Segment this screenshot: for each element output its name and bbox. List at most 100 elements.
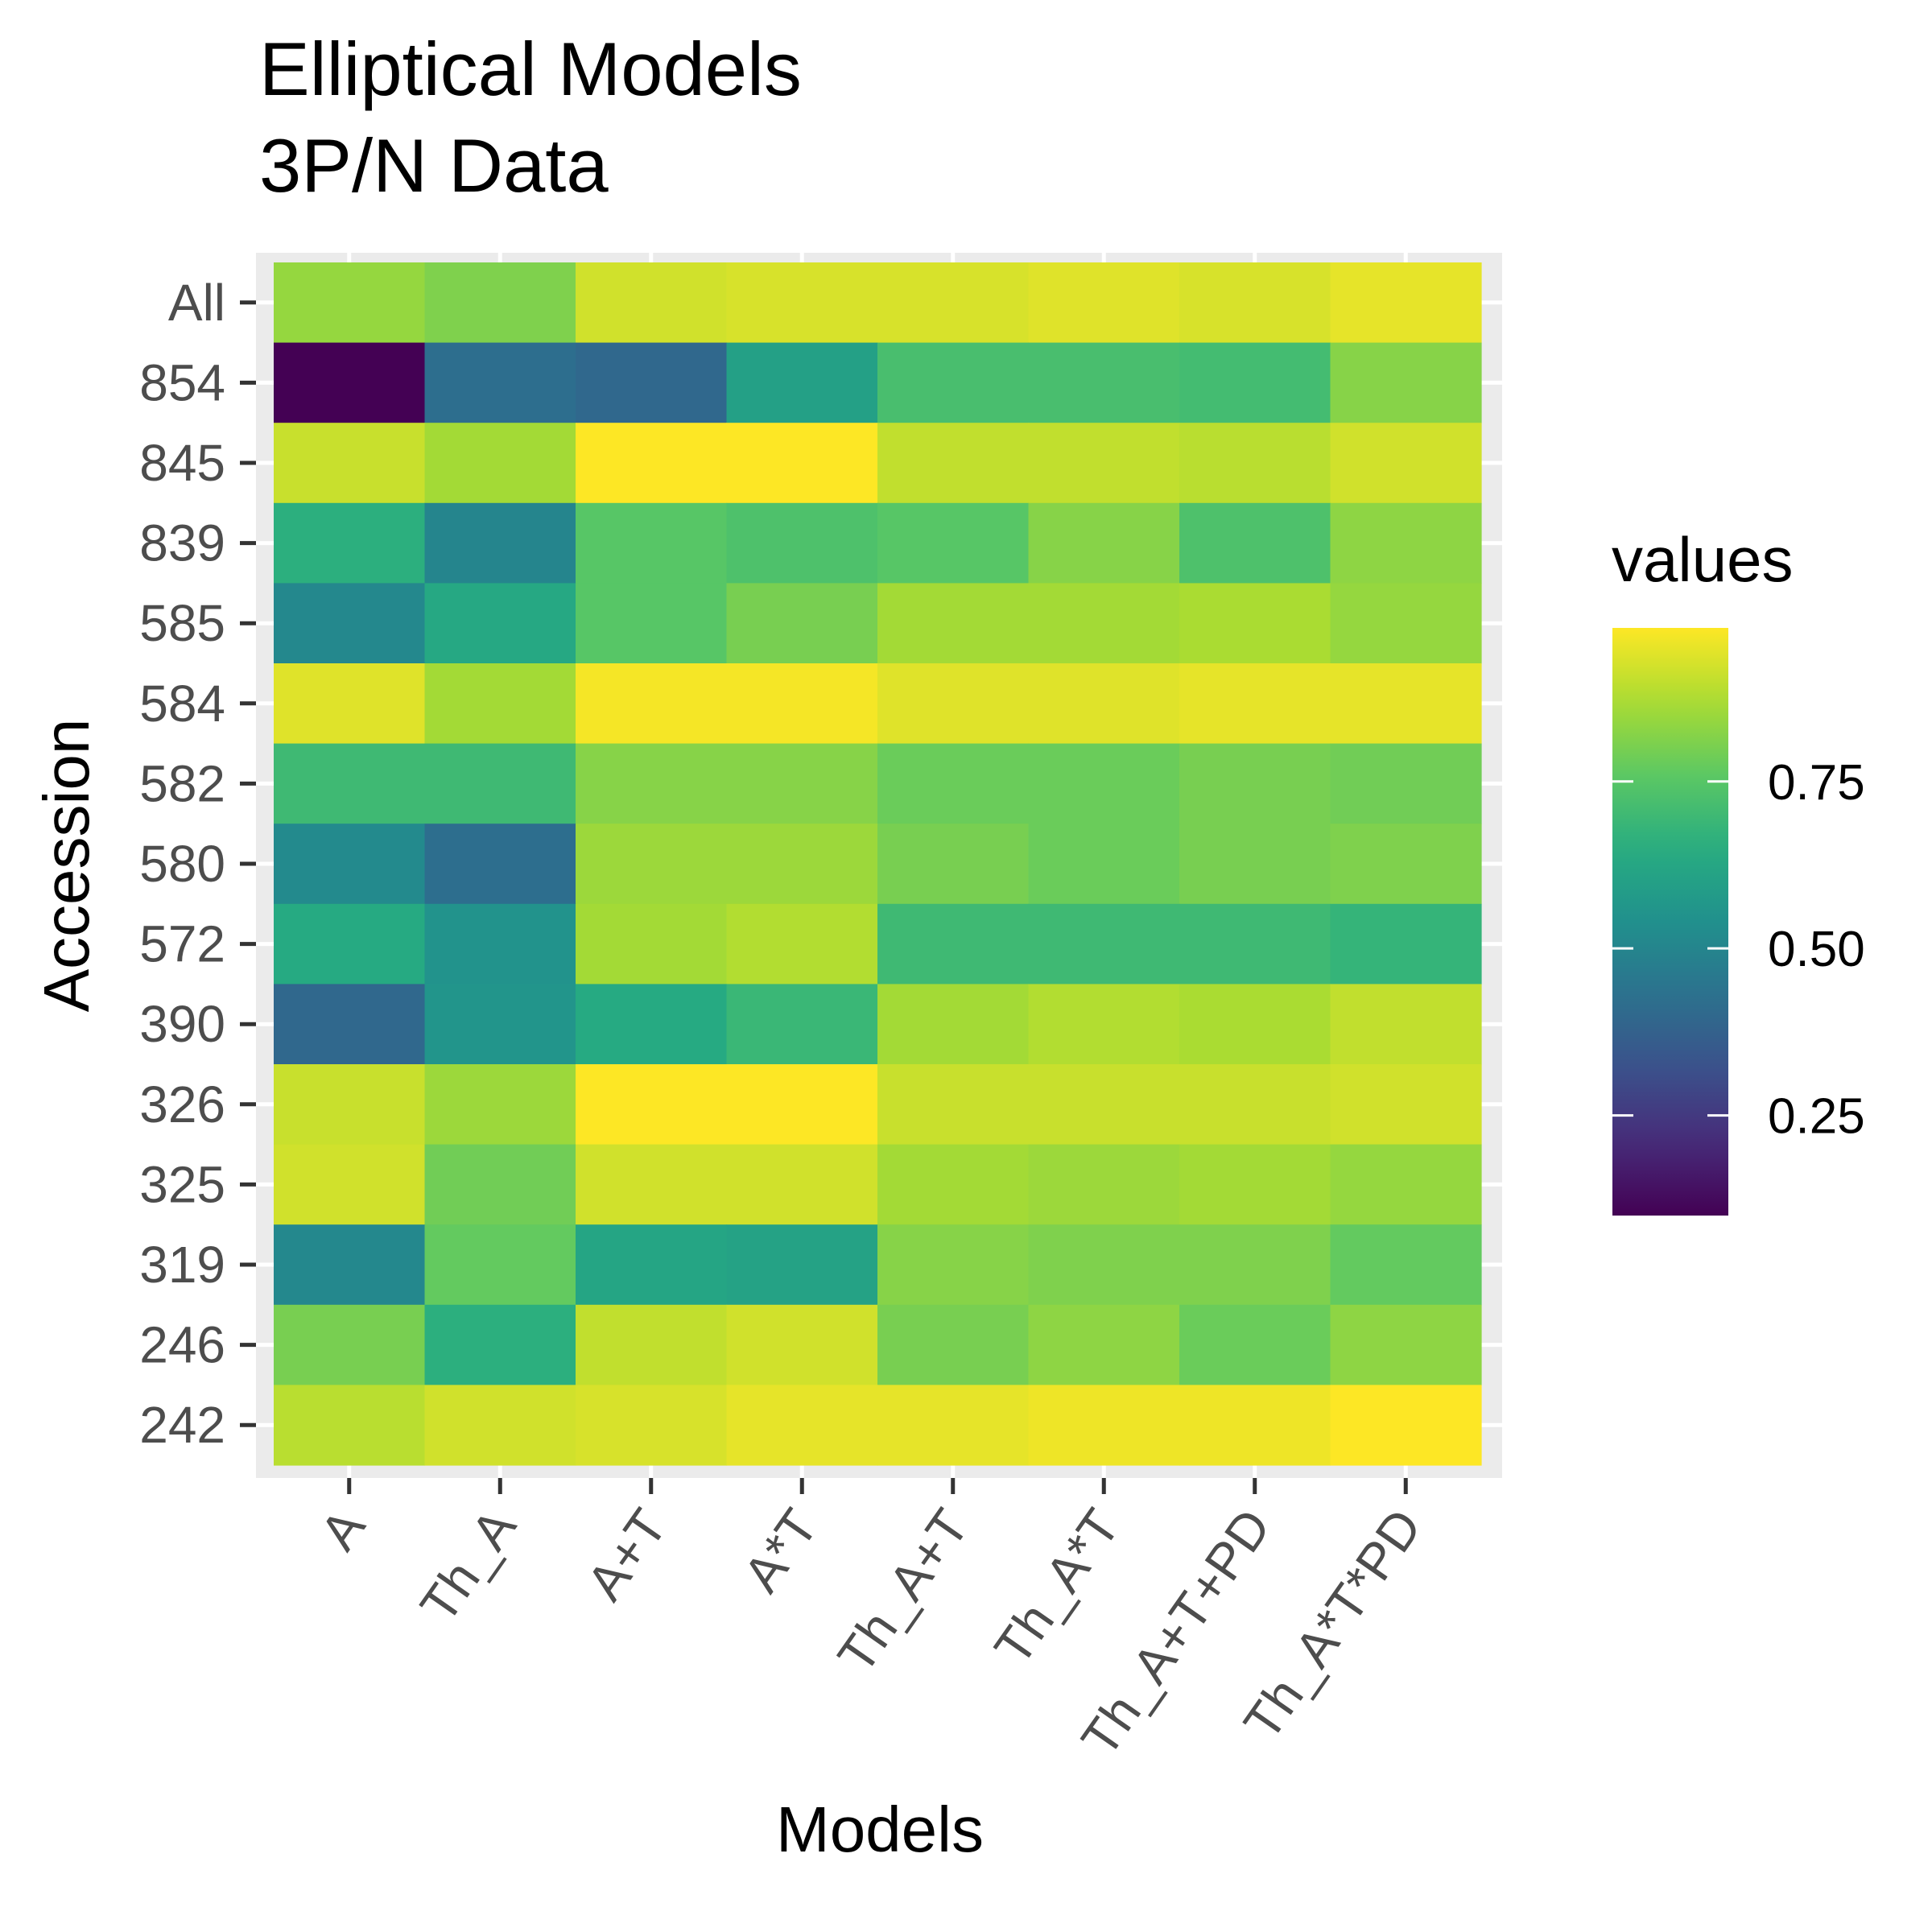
heatmap-cell: 326 / Th_A*T*PD: 0.92 [1330,1064,1482,1146]
heatmap-cell: 854 / Th_A+T+PD: 0.71 [1179,342,1331,423]
heatmap-cell: 326 / A+T: 0.98 [576,1064,728,1146]
heatmap-cell: 319 / A+T: 0.62 [576,1224,728,1306]
heatmap-cell: 854 / A+T: 0.4 [576,342,728,423]
heatmap-cell: 854 / Th_A*T: 0.72 [1028,342,1180,423]
x-tick-label: Th_A [409,1498,527,1633]
heatmap-cell: 584 / A: 0.94 [274,663,426,745]
heatmap-cell: 839 / Th_A: 0.5 [424,502,576,584]
heatmap-cell: 585 / Th_A: 0.63 [424,583,576,664]
heatmap-cell: 390 / A+T: 0.64 [576,984,728,1065]
heatmap-cell: 246 / Th_A*T: 0.83 [1028,1304,1180,1385]
y-tick-label: 319 [139,1236,225,1294]
heatmap-cell: 319 / Th_A+T: 0.82 [877,1224,1030,1306]
heatmap-cell: 246 / A*T: 0.92 [726,1304,878,1385]
heatmap-cell: 845 / Th_A+T+PD: 0.89 [1179,423,1331,504]
heatmap-cell: 584 / Th_A*T*PD: 0.95 [1330,663,1482,745]
heatmap-cell: 325 / A: 0.92 [274,1144,426,1225]
x-tick-label: A*T [733,1499,829,1603]
heatmap-cell: 390 / Th_A: 0.56 [424,984,576,1065]
heatmap-cell: 582 / Th_A: 0.7 [424,743,576,824]
heatmap-cell: 580 / Th_A+T+PD: 0.8 [1179,824,1331,905]
heatmap-cell: 572 / Th_A*T*PD: 0.68 [1330,903,1482,985]
heatmap-cell: 854 / A*T: 0.6 [726,342,878,423]
heatmap-cell: 246 / A: 0.8 [274,1304,426,1385]
heatmap-cell: 585 / Th_A*T: 0.86 [1028,583,1180,664]
heatmap-cell: 839 / A+T: 0.75 [576,502,728,584]
heatmap-cell: 390 / A*T: 0.69 [726,984,878,1065]
heatmap-cell: 326 / Th_A: 0.85 [424,1064,576,1146]
x-axis-title: Models [776,1794,984,1865]
x-tick-label: Th_A+T [827,1499,980,1683]
heatmap-cell: 572 / Th_A+T: 0.7 [877,903,1030,985]
legend-ticks: 0.25 0.50 0.75 [1612,755,1865,1145]
heatmap-cell: 326 / Th_A+T+PD: 0.91 [1179,1064,1331,1146]
heatmap-cell: 326 / A*T: 0.98 [726,1064,878,1146]
heatmap-cell: 845 / Th_A+T: 0.9 [877,423,1030,504]
heatmap-cell: All / Th_A*T: 0.94 [1028,262,1180,344]
heatmap-cell: 572 / Th_A+T+PD: 0.7 [1179,903,1331,985]
heatmap-cell: 839 / A: 0.66 [274,502,426,584]
heatmap-cell: 854 / Th_A+T: 0.72 [877,342,1030,423]
heatmap-cell: 319 / A*T: 0.61 [726,1224,878,1306]
color-legend: values 0.25 0.50 0.75 [1612,524,1865,1216]
legend-tick-label: 0.25 [1768,1089,1865,1145]
heatmap-cell: 242 / Th_A*T*PD: 0.98 [1330,1385,1482,1466]
heatmap-cell: 584 / Th_A+T: 0.94 [877,663,1030,745]
heatmap-cell: 582 / Th_A*T: 0.78 [1028,743,1180,824]
heatmap-cell: All / Th_A+T+PD: 0.93 [1179,262,1331,344]
heatmap-cell: 319 / Th_A*T*PD: 0.77 [1330,1224,1482,1306]
heatmap-cell: 325 / Th_A*T: 0.85 [1028,1144,1180,1225]
heatmap-cell: 585 / Th_A+T: 0.86 [877,583,1030,664]
y-tick-label: 325 [139,1155,225,1213]
heatmap-cell: 325 / Th_A*T*PD: 0.84 [1330,1144,1482,1225]
y-tick-label: 582 [139,754,225,812]
y-tick-label: 845 [139,434,225,492]
heatmap-cell: 242 / A*T: 0.95 [726,1385,878,1466]
heatmap-cell: All / A*T: 0.93 [726,262,878,344]
y-axis: All 854 845 839 585 584 582 580 572 390 326 325 319 2… [139,274,256,1454]
heatmap-cell: 845 / A: 0.91 [274,423,426,504]
heatmap-cell: 390 / Th_A+T+PD: 0.87 [1179,984,1331,1065]
heatmap-cell: 572 / A: 0.64 [274,903,426,985]
heatmap-cell: 572 / Th_A*T: 0.7 [1028,903,1180,985]
heatmap-cell: 242 / A+T: 0.93 [576,1385,728,1466]
heatmap-cell: 580 / Th_A*T: 0.78 [1028,824,1180,905]
heatmap-cell: 584 / A*T: 0.97 [726,663,878,745]
legend-title: values [1612,524,1793,595]
heatmap-cell: 584 / A+T: 0.97 [576,663,728,745]
heatmap-cell: 246 / Th_A: 0.66 [424,1304,576,1385]
heatmap-cell: 582 / Th_A+T+PD: 0.8 [1179,743,1331,824]
y-tick-label: 572 [139,915,225,973]
heatmap-cell: 242 / A: 0.89 [274,1385,426,1466]
legend-tick-label: 0.75 [1768,755,1865,811]
heatmap-cell: 572 / A+T: 0.86 [576,903,728,985]
heatmap-cell: 845 / Th_A: 0.86 [424,423,576,504]
heatmap-cell: 246 / Th_A+T+PD: 0.78 [1179,1304,1331,1385]
chart-title: Elliptical Models 3P/N Data [259,27,802,208]
heatmap-cell: 584 / Th_A+T+PD: 0.95 [1179,663,1331,745]
heatmap-cell: All / A: 0.84 [274,262,426,344]
heatmap-cell: 242 / Th_A+T: 0.95 [877,1385,1030,1466]
heatmap-cell: 580 / A*T: 0.85 [726,824,878,905]
heatmap-cell: 839 / Th_A*T*PD: 0.83 [1330,502,1482,584]
y-tick-label: 246 [139,1316,225,1374]
x-tick-label: A+T [576,1499,678,1611]
y-tick-label: 585 [139,594,225,652]
heatmap-cell: 326 / A: 0.91 [274,1064,426,1146]
heatmap-cell: 319 / Th_A: 0.77 [424,1224,576,1306]
heatmap-cell: 854 / Th_A*T*PD: 0.82 [1330,342,1482,423]
heatmap-cell: 572 / A*T: 0.88 [726,903,878,985]
heatmap-cell: 246 / Th_A+T: 0.8 [877,1304,1030,1385]
heatmap-cell: 580 / Th_A+T: 0.8 [877,824,1030,905]
heatmap-cell: All / Th_A: 0.81 [424,262,576,344]
heatmap-cell: 325 / A+T: 0.92 [576,1144,728,1225]
heatmap-cell: 390 / Th_A*T*PD: 0.9 [1330,984,1482,1065]
y-tick-label: 839 [139,514,225,572]
x-tick-label: Th_A*T [983,1499,1130,1675]
x-axis: A Th_A A+T A*TTh_A+T Th_A*TTh_A+T+PDTh_A*T*P… [309,1478,1433,1766]
chart-title-line-1: Elliptical Models [259,27,802,111]
heatmap-cell: 585 / A+T: 0.75 [576,583,728,664]
heatmap-cell: 582 / Th_A+T: 0.78 [877,743,1030,824]
heatmap-cell: All / Th_A+T: 0.93 [877,262,1030,344]
